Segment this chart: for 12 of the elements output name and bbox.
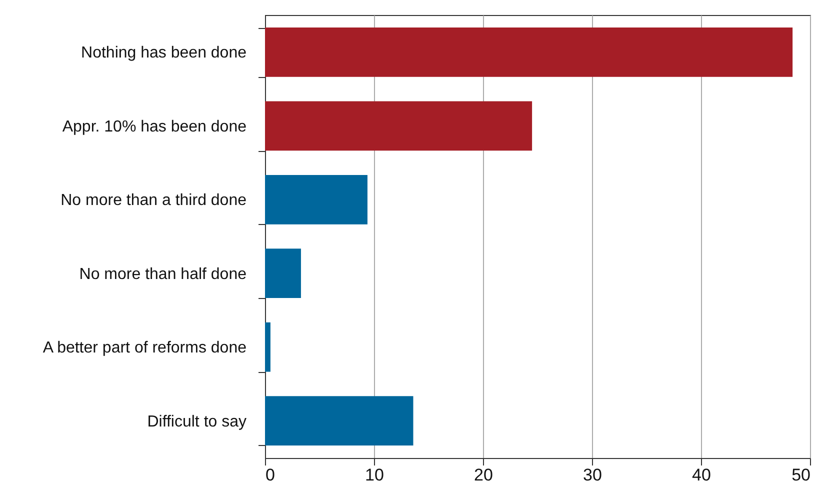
x-tick-label: 20 xyxy=(474,466,493,484)
y-tick-label: No more than half done xyxy=(79,266,247,283)
y-tick-label: No more than a third done xyxy=(60,192,247,210)
y-tick-label: Nothing has been done xyxy=(81,44,247,62)
x-tick-label: 50 xyxy=(792,466,810,484)
x-tick-label: 10 xyxy=(365,466,384,484)
x-tick-label: 30 xyxy=(583,466,602,484)
x-tick-label: 0 xyxy=(266,466,275,484)
x-tick-label: 40 xyxy=(692,466,711,484)
y-tick-label: Difficult to say xyxy=(147,413,246,430)
y-tick-label: Appr. 10% has been done xyxy=(62,118,247,136)
y-tick-label: A better part of reforms done xyxy=(42,340,247,357)
